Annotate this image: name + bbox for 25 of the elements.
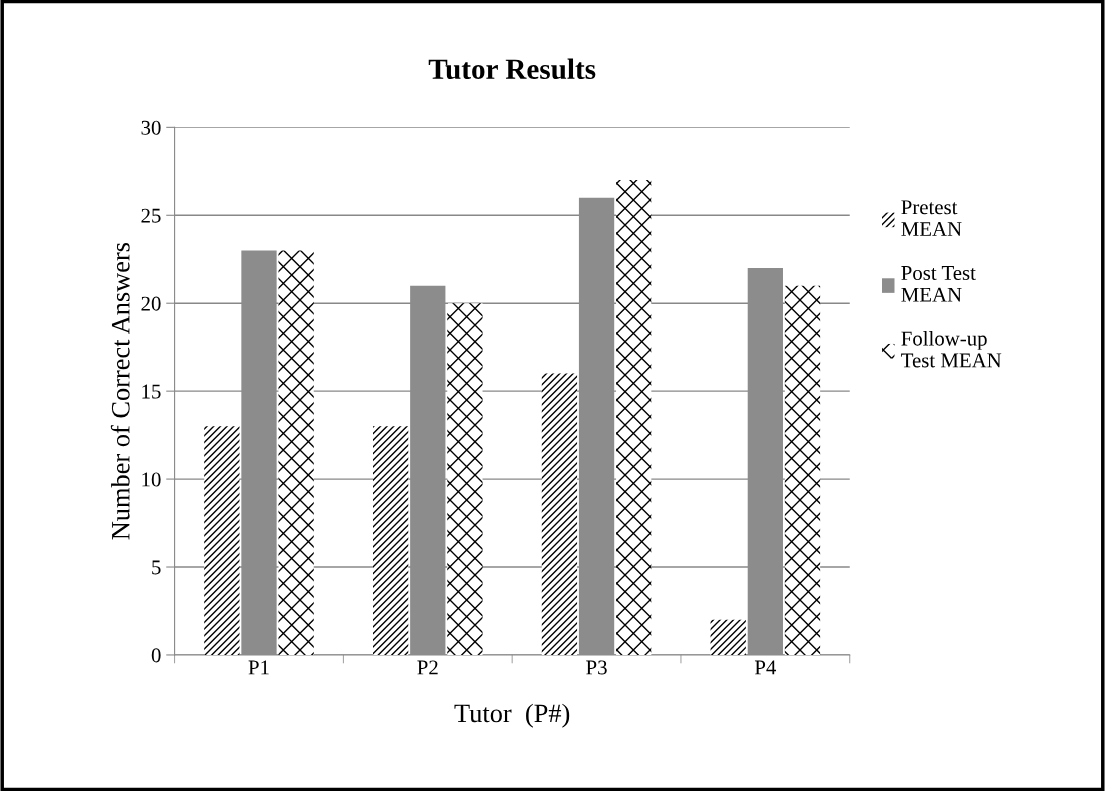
y-tick-label: 15 xyxy=(142,384,161,399)
x-tick-label: P4 xyxy=(754,660,777,675)
chart-title: Tutor Results xyxy=(428,58,596,80)
legend-label: Pretest MEAN xyxy=(901,200,962,236)
x-tick-label: P3 xyxy=(586,660,607,675)
y-tick-label: 10 xyxy=(142,472,161,487)
x-tick-label: P1 xyxy=(248,660,269,675)
y-tick-label: 20 xyxy=(141,296,161,311)
bar xyxy=(616,180,652,655)
y-tick-label: 30 xyxy=(141,120,161,135)
bar xyxy=(447,303,483,655)
y-axis-title: Number of Correct Answers xyxy=(110,242,130,540)
bar xyxy=(784,285,821,655)
legend-label: Follow-up Test MEAN xyxy=(901,330,1002,368)
bar xyxy=(373,426,409,655)
x-axis-title: Tutor (P#) xyxy=(454,703,570,728)
bar xyxy=(204,426,240,655)
x-tick-label: P2 xyxy=(417,660,438,675)
bar xyxy=(710,619,746,655)
y-tick-label: 0 xyxy=(151,648,161,663)
legend-label: Post Test MEAN xyxy=(901,266,976,302)
bar xyxy=(278,250,314,655)
y-tick-label: 5 xyxy=(152,560,161,575)
y-tick-label: 25 xyxy=(141,208,161,223)
bar xyxy=(541,373,578,655)
